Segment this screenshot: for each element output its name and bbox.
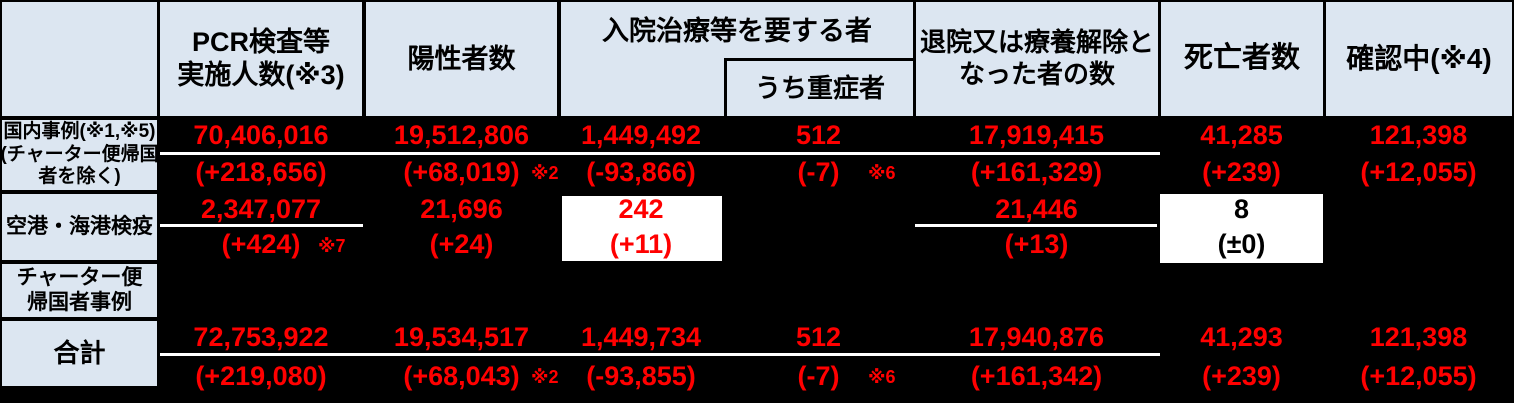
header-deaths-label: 死亡者数: [1183, 42, 1300, 75]
cell-total-pcr-value: 72,753,922: [193, 322, 329, 352]
header-cell-positive: 陽性者数: [366, 2, 557, 116]
cell-total-confirming-value: 121,398: [1369, 322, 1468, 352]
cell-total-deaths-value: 41,293: [1200, 322, 1283, 352]
cell-domestic-severe-value: 512: [795, 119, 842, 150]
cell-total-positive-value: 19,534,517: [393, 322, 530, 352]
separator-line-quarantine-discharged: [915, 224, 1157, 227]
row-label-charter: チャーター便 帰国者事例: [2, 264, 157, 317]
highlight-box-quarantine-hospitalized: [562, 196, 722, 261]
cell-domestic-positive-delta: (+68,019): [403, 157, 520, 187]
highlight-box-quarantine-deaths: [1160, 194, 1323, 263]
row-label-domestic-line3: 者を除く): [38, 166, 121, 188]
header-discharged-line1: 退院又は療養解除と: [919, 27, 1154, 58]
cell-domestic-hospitalized-delta: (-93,866): [586, 157, 696, 187]
cell-total-discharged-delta: (+161,342): [970, 360, 1103, 391]
cell-domestic-positive-value: 19,512,806: [393, 119, 530, 150]
row-label-total: 合計: [2, 321, 157, 386]
footnote-ref-total-positive: ※2: [531, 367, 559, 387]
cell-domestic-confirming-value: 121,398: [1369, 119, 1468, 150]
row-label-domestic: 国内事例(※1,※5) (チャーター便帰国 者を除く): [0, 120, 159, 190]
cell-total-confirming-delta: (+12,055): [1360, 360, 1477, 391]
cell-domestic-severe-delta: (-7): [797, 157, 840, 187]
cell-quarantine-pcr-value: 2,347,077: [200, 194, 322, 224]
row-label-total-text: 合計: [53, 338, 106, 369]
separator-line-domestic: [160, 152, 1160, 155]
header-pcr-line2: 実施人数(※3): [177, 60, 345, 90]
header-hospitalized-label: 入院治療等を要する者: [602, 15, 872, 46]
header-cell-confirming: 確認中(※4): [1326, 2, 1512, 116]
cell-total-hospitalized-value: 1,449,734: [580, 322, 702, 352]
cell-total-severe-delta: (-7): [797, 360, 840, 391]
cell-quarantine-positive-value: 21,696: [420, 194, 503, 224]
cell-quarantine-discharged-delta: (+13): [1004, 229, 1069, 259]
row-label-domestic-line1: 国内事例(※1,※5): [3, 121, 156, 143]
header-confirming-label: 確認中(※4): [1346, 42, 1492, 74]
cell-total-discharged-value: 17,940,876: [968, 322, 1105, 352]
cell-quarantine-deaths-value: 8: [1233, 194, 1250, 224]
cell-quarantine-pcr-delta: (+424): [221, 229, 301, 259]
cell-quarantine-hospitalized-delta: (+11): [609, 229, 673, 259]
cell-domestic-hospitalized-value: 1,449,492: [580, 119, 702, 150]
separator-line-total: [160, 353, 1160, 356]
row-label-quarantine: 空港・海港検疫: [2, 194, 157, 260]
header-pcr-line1: PCR検査等: [191, 27, 330, 58]
cell-quarantine-positive-delta: (+24): [429, 229, 494, 259]
row-label-charter-line2: 帰国者事例: [27, 290, 132, 314]
cell-domestic-pcr-delta: (+218,656): [195, 157, 327, 187]
row-label-domestic-line2: (チャーター便帰国: [0, 143, 159, 165]
header-cell-pcr: PCR検査等 実施人数(※3): [160, 2, 362, 116]
cell-total-pcr-delta: (+219,080): [195, 360, 327, 391]
header-cell-corner: [2, 2, 157, 116]
cell-domestic-confirming-delta: (+12,055): [1360, 157, 1477, 187]
cell-domestic-discharged-value: 17,919,415: [968, 119, 1105, 150]
cell-quarantine-discharged-value: 21,446: [995, 194, 1078, 224]
cell-total-deaths-delta: (+239): [1202, 360, 1281, 391]
footnote-ref-domestic-positive: ※2: [531, 163, 559, 183]
row-label-quarantine-text: 空港・海港検疫: [6, 214, 153, 238]
cell-quarantine-hospitalized-value: 242: [618, 194, 664, 224]
header-cell-deaths: 死亡者数: [1161, 2, 1323, 116]
cell-total-hospitalized-delta: (-93,855): [586, 360, 696, 391]
cell-domestic-deaths-delta: (+239): [1202, 157, 1281, 187]
cell-total-severe-value: 512: [795, 322, 842, 352]
header-discharged-line2: なった者の数: [958, 59, 1115, 89]
header-severe-label: うち重症者: [754, 72, 885, 103]
separator-line-quarantine-pcr: [160, 224, 363, 227]
footnote-ref-domestic-severe: ※6: [868, 163, 896, 183]
cell-quarantine-deaths-delta: (±0): [1217, 229, 1266, 259]
cell-domestic-pcr-value: 70,406,016: [193, 119, 329, 150]
footnote-ref-quarantine-pcr: ※7: [318, 236, 346, 256]
row-label-charter-line1: チャーター便: [16, 265, 143, 289]
cell-domestic-deaths-value: 41,285: [1200, 119, 1283, 150]
header-cell-discharged: 退院又は療養解除と なった者の数: [916, 2, 1158, 116]
cell-total-positive-delta: (+68,043): [403, 360, 520, 391]
header-positive-label: 陽性者数: [407, 43, 516, 74]
footnote-ref-total-severe: ※6: [868, 367, 896, 387]
cell-domestic-discharged-delta: (+161,329): [970, 157, 1103, 187]
header-cell-hospitalized: 入院治療等を要する者 うち重症者: [561, 2, 913, 116]
header-cell-severe: うち重症者: [724, 58, 913, 116]
